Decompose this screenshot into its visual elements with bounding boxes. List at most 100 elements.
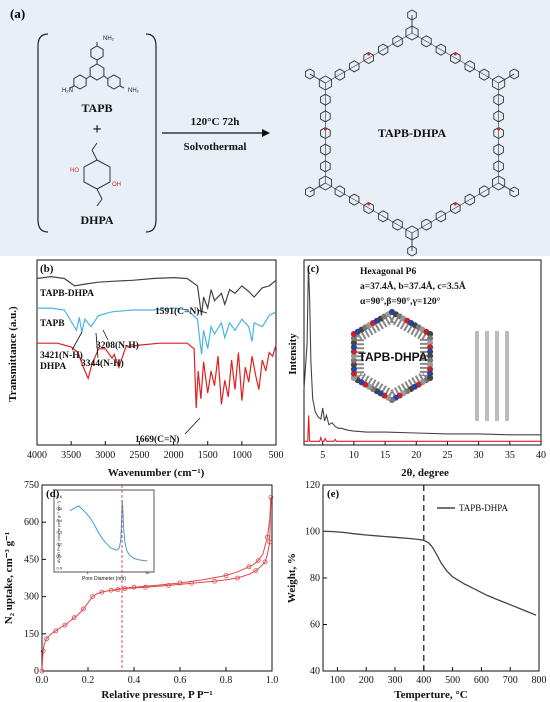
y-tick-label-d: 0 bbox=[34, 666, 39, 677]
atom-dot bbox=[350, 335, 357, 342]
series-lines-c bbox=[303, 265, 541, 442]
x-tick-label-b: 4000 bbox=[27, 450, 47, 461]
x-tick-label-d: 0.8 bbox=[220, 675, 233, 686]
y-tick-label-e: 40 bbox=[310, 666, 320, 677]
x-tick-label-e: 200 bbox=[359, 675, 374, 686]
series-lines-b bbox=[36, 275, 277, 409]
atom-dots bbox=[350, 309, 434, 403]
data-point-desorption bbox=[264, 534, 270, 540]
left-bracket bbox=[37, 33, 49, 233]
x-tick-label-d: 1.0 bbox=[266, 675, 279, 686]
x-axis-title-e: Temperture, °C bbox=[394, 689, 468, 701]
inset-y-tick: 0.2 bbox=[56, 542, 62, 547]
data-point-adsorption bbox=[99, 589, 105, 595]
dhpa-molecule bbox=[83, 142, 111, 207]
cof-hexagon-structure bbox=[305, 9, 519, 257]
atom-dot bbox=[427, 370, 434, 377]
synthesis-scheme: NH₂ H₂N NH₂ TAPB + HO OH DHPA 120°C 72h … bbox=[37, 9, 519, 257]
data-point-adsorption bbox=[44, 636, 49, 642]
atom-dot bbox=[427, 366, 434, 373]
axis-ticks-d: 0.0 0.2 0.4 0.6 0.8 1.0 0 150 300 450 600 750 bbox=[24, 480, 278, 686]
x-tick-label-d: 0.4 bbox=[128, 675, 141, 686]
series-label-tapb: TAPB bbox=[40, 319, 65, 329]
x-axis-title-b: Wavenumber (cm⁻¹) bbox=[108, 467, 205, 479]
x-tick-label-b: 3000 bbox=[95, 450, 115, 461]
anno-3208: 3208(N-H) bbox=[96, 340, 139, 351]
data-point-adsorption bbox=[262, 559, 268, 565]
x-ticks-c: 5 10 15 20 25 30 35 40 bbox=[320, 441, 546, 461]
atom-dot bbox=[427, 339, 434, 346]
atom-dot bbox=[350, 348, 357, 355]
data-point-adsorption bbox=[90, 594, 95, 599]
x-tick-label-b: 3500 bbox=[61, 450, 81, 461]
inset-y-tick: 0.6 bbox=[56, 494, 62, 499]
inset-x-tick: 1 bbox=[87, 570, 90, 575]
x-tick-label-d: 0.2 bbox=[82, 675, 95, 686]
x-tick-label-c: 20 bbox=[411, 450, 421, 461]
x-tick-label-b: 500 bbox=[269, 450, 284, 461]
inset-y-tick: 0.0 bbox=[56, 566, 62, 571]
inset-y-tick: 0.1 bbox=[56, 554, 62, 559]
hydroxyl-marker bbox=[367, 202, 371, 206]
atom-dot bbox=[427, 361, 434, 368]
hydroxyl-marker bbox=[497, 127, 501, 131]
series-lines-e bbox=[322, 485, 537, 671]
series-dhpa bbox=[37, 342, 277, 409]
inset-label-c: TAPB-DHPA bbox=[359, 350, 428, 364]
data-point-adsorption bbox=[253, 568, 259, 573]
title-line-1: Hexagonal P6 bbox=[360, 267, 416, 277]
atom-dot bbox=[427, 375, 434, 381]
dhpa-ho-label: HO bbox=[70, 168, 79, 174]
y-axis-title-d: N₂ uptake, cm⁻³ g⁻¹ bbox=[3, 532, 15, 624]
data-point-desorption bbox=[131, 584, 137, 590]
y-tick-label-d: 750 bbox=[24, 480, 39, 491]
cof-pore-model bbox=[354, 312, 430, 401]
x-tick-label-b: 1000 bbox=[232, 450, 252, 461]
series-label-dhpa: DHPA bbox=[40, 362, 66, 372]
tga-panel: 100 200 300 400 500 600 700 800 40 60 80 100 120 TAP… bbox=[285, 480, 550, 702]
data-point-adsorption bbox=[39, 668, 45, 674]
x-tick-label-b: 1500 bbox=[198, 450, 218, 461]
anno-3344: 3344(N-H) bbox=[81, 358, 124, 369]
atom-dot bbox=[427, 344, 434, 351]
inset-y-tick: 0.4 bbox=[56, 518, 62, 523]
series-label-tapb-dhpa: TAPB-DHPA bbox=[40, 289, 94, 299]
panel-label-e: (e) bbox=[327, 488, 340, 500]
plot-frame-b bbox=[36, 259, 277, 446]
data-point-adsorption bbox=[267, 539, 273, 545]
atom-dot bbox=[350, 339, 357, 346]
y-axis-title-e: Weight, % bbox=[286, 553, 298, 603]
hydroxyl-marker bbox=[367, 52, 371, 56]
anno-3421: 3421(N-H) bbox=[40, 350, 83, 361]
x-tick-label-e: 700 bbox=[503, 675, 518, 686]
atom-dot bbox=[427, 353, 434, 359]
inset-x-tick: 10 bbox=[145, 570, 150, 575]
hydroxyl-marker bbox=[453, 202, 457, 206]
hydroxyl-marker bbox=[453, 52, 457, 56]
series-tapb bbox=[37, 307, 277, 355]
pore-ring bbox=[354, 312, 430, 401]
data-point-adsorption bbox=[40, 648, 46, 654]
series-tapb-dhpa bbox=[36, 275, 277, 316]
reactant-dhpa-label: DHPA bbox=[80, 213, 113, 227]
data-point-adsorption bbox=[212, 578, 217, 584]
atom-dot bbox=[427, 331, 434, 337]
y-tick-label-d: 600 bbox=[24, 517, 39, 528]
nh2-label-2: NH₂ bbox=[128, 88, 140, 94]
x-tick-label-c: 10 bbox=[349, 450, 359, 461]
series-experimental bbox=[303, 265, 541, 436]
panel-label-d: (d) bbox=[46, 488, 60, 500]
x-tick-label-b: 2500 bbox=[129, 450, 149, 461]
x-tick-label-c: 35 bbox=[505, 450, 515, 461]
x-ticks-b: 4000 3500 3000 2500 2000 1500 1000 500 bbox=[27, 441, 284, 461]
plot-frame-c bbox=[303, 259, 542, 446]
x-tick-label-e: 600 bbox=[474, 675, 489, 686]
y-tick-label-d: 450 bbox=[24, 554, 39, 565]
atom-dot bbox=[350, 366, 357, 373]
y-tick-label-d: 150 bbox=[24, 629, 39, 640]
reactant-tapb-label: TAPB bbox=[81, 101, 112, 115]
data-point-adsorption bbox=[235, 575, 240, 581]
x-tick-label-e: 400 bbox=[416, 675, 431, 686]
y-tick-label-d: 300 bbox=[24, 592, 39, 603]
y-tick-label-e: 120 bbox=[305, 480, 320, 491]
